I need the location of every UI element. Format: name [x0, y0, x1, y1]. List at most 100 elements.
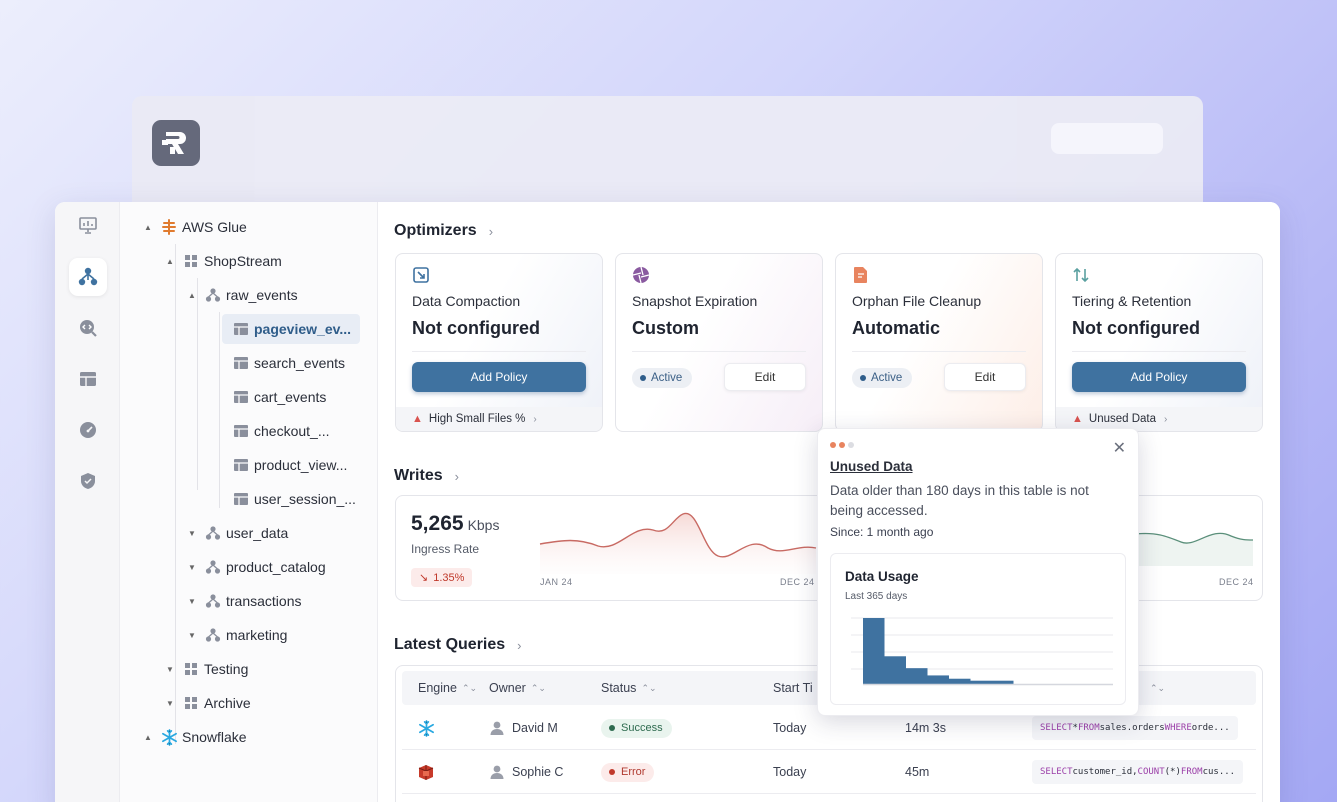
tree-item-label: marketing [226, 627, 288, 643]
column-status[interactable]: Status ⌃⌄ [601, 681, 657, 695]
chevron-right-icon: › [454, 468, 459, 484]
rail-catalog-button[interactable] [69, 258, 107, 296]
chevron-right-icon: › [1164, 413, 1168, 425]
rail-security-button[interactable] [69, 462, 107, 500]
tree-item[interactable]: ▼ Archive [166, 688, 251, 718]
tree-item[interactable]: ▲ ShopStream [166, 246, 282, 276]
caret-up-icon[interactable]: ▲ [144, 732, 152, 742]
table-icon [230, 322, 252, 336]
snowflake-icon [158, 728, 180, 746]
tree-item-label: AWS Glue [182, 219, 247, 235]
latest-queries-title[interactable]: Latest Queries › [394, 636, 522, 653]
table-icon [230, 356, 252, 370]
logo-icon [162, 132, 186, 154]
table-row[interactable]: Sophie C Error Today 45m SELECT customer… [402, 750, 1256, 794]
caret-down-icon[interactable]: ▼ [188, 562, 196, 572]
optimizers-title[interactable]: Optimizers › [394, 222, 494, 239]
tree-item[interactable]: ▼ transactions [188, 586, 301, 616]
add-policy-button[interactable]: Add Policy [412, 362, 586, 392]
optimizer-card-data-compaction: Data Compaction Not configured Add Polic… [395, 253, 603, 432]
axis-start-label: JAN 24 [540, 577, 573, 587]
tree-item[interactable]: ▲ AWS Glue [144, 212, 247, 242]
layout-icon [80, 372, 96, 386]
tree-item[interactable]: pageview_ev... [222, 314, 360, 344]
shield-icon [81, 473, 95, 489]
caret-up-icon[interactable]: ▲ [144, 222, 152, 232]
writes-title[interactable]: Writes › [394, 467, 459, 484]
column-query-sort[interactable]: ⌃⌄ [1145, 671, 1165, 705]
optimizer-status: Custom [632, 318, 699, 338]
column-engine[interactable]: Engine ⌃⌄ [418, 681, 478, 695]
rail-dashboard-button[interactable] [69, 206, 107, 244]
tree-item[interactable]: product_view... [230, 450, 347, 480]
schema-icon [202, 559, 224, 575]
usage-bar [970, 680, 992, 684]
icon-rail [55, 202, 120, 802]
user-icon [490, 721, 504, 735]
tree-item[interactable]: ▼ user_data [188, 518, 288, 548]
tree-item-label: pageview_ev... [254, 321, 352, 337]
sql-snippet[interactable]: SELECT customer_id, COUNT (*) FROM cus... [1032, 760, 1244, 784]
status-badge: Success [601, 718, 672, 738]
usage-bar [863, 618, 885, 684]
header-pill[interactable] [1051, 123, 1163, 154]
table-icon [230, 458, 252, 472]
optimizer-card-snapshot-expiration: Snapshot Expiration Custom Active Edit [615, 253, 823, 432]
tree-item-label: raw_events [226, 287, 298, 303]
sort-arrows-icon [1072, 266, 1090, 284]
tree-item-label: user_data [226, 525, 289, 541]
rail-query-button[interactable] [69, 309, 107, 347]
tree-item-label: cart_events [254, 389, 327, 405]
caret-up-icon[interactable]: ▲ [166, 256, 174, 266]
tree-item[interactable]: ▼ Testing [166, 654, 248, 684]
popover-description: Data older than 180 days in this table i… [830, 483, 1089, 518]
tree-item[interactable]: ▼ product_catalog [188, 552, 326, 582]
caret-down-icon[interactable]: ▼ [188, 528, 196, 538]
file-broom-icon [852, 266, 870, 284]
usage-bar [949, 678, 971, 684]
tree-item[interactable]: user_session_... [230, 484, 356, 514]
tree-item-label: product_catalog [226, 559, 326, 575]
hierarchy-icon [78, 267, 98, 286]
tree-item[interactable]: search_events [230, 348, 345, 378]
add-policy-button[interactable]: Add Policy [1072, 362, 1246, 392]
popover-title[interactable]: Unused Data [830, 459, 913, 474]
optimizer-footer-link[interactable]: ▲ Unused Data › [1056, 407, 1262, 431]
schema-icon [202, 627, 224, 643]
table-row[interactable]: David M Success Today 14m 3s SELECT * FR… [402, 706, 1256, 750]
axis-end-label: DEC 24 [780, 577, 815, 587]
optimizer-footer-link[interactable]: ▲ High Small Files % › [396, 407, 602, 431]
rail-tables-button[interactable] [69, 360, 107, 398]
caret-down-icon[interactable]: ▼ [166, 664, 174, 674]
caret-up-icon[interactable]: ▲ [188, 290, 196, 300]
aperture-icon [632, 266, 650, 284]
schema-icon [202, 593, 224, 609]
tree-item[interactable]: ▲ Snowflake [144, 722, 247, 752]
tree-item[interactable]: cart_events [230, 382, 326, 412]
chevron-right-icon: › [533, 413, 537, 425]
optimizer-name: Data Compaction [412, 293, 521, 309]
tree-item-label: checkout_... [254, 423, 330, 439]
column-start-time[interactable]: Start Ti [773, 681, 813, 695]
column-owner[interactable]: Owner ⌃⌄ [489, 681, 546, 695]
sql-snippet[interactable]: SELECT * FROM sales.orders WHERE orde... [1032, 716, 1238, 740]
tree-item[interactable]: ▼ marketing [188, 620, 287, 650]
tree-item-label: transactions [226, 593, 302, 609]
start-cell: Today [773, 765, 807, 779]
tree-item[interactable]: checkout_... [230, 416, 330, 446]
optimizer-card-tiering-retention: Tiering & Retention Not configured Add P… [1055, 253, 1263, 432]
edit-button[interactable]: Edit [944, 363, 1026, 391]
tree-item[interactable]: ▲ raw_events [188, 280, 298, 310]
writes-chart-right [1136, 532, 1254, 566]
snowflake-icon [418, 706, 435, 750]
close-icon[interactable]: ✕ [1112, 440, 1126, 457]
edit-button[interactable]: Edit [724, 363, 806, 391]
usage-subtitle: Last 365 days [845, 591, 908, 602]
rail-monitor-button[interactable] [69, 411, 107, 449]
caret-down-icon[interactable]: ▼ [166, 698, 174, 708]
table-icon [230, 492, 252, 506]
caret-down-icon[interactable]: ▼ [188, 596, 196, 606]
database-grid-icon [180, 254, 202, 268]
catalog-tree: ▲ AWS Glue ▲ ShopStream ▲ raw_events pageview_… [120, 202, 378, 802]
caret-down-icon[interactable]: ▼ [188, 630, 196, 640]
